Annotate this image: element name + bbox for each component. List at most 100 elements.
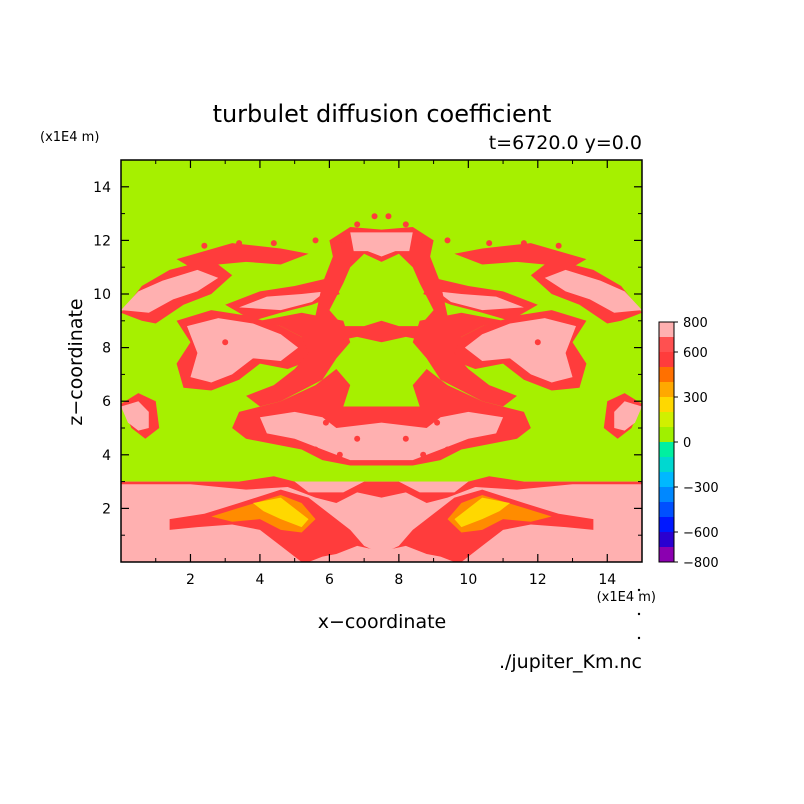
plot-frame — [120, 159, 643, 563]
x-tick-label: 8 — [394, 572, 403, 588]
contour-speck — [201, 242, 208, 249]
colorbar-label: 300 — [683, 391, 708, 406]
x-tick-label: 14 — [598, 572, 616, 588]
contour-speck — [312, 446, 319, 453]
y-tick-label: 4 — [102, 448, 111, 464]
colorbar-label: 600 — [683, 346, 708, 361]
contour-speck — [385, 213, 392, 220]
x-axis-label: x−coordinate — [318, 611, 447, 633]
colorbar — [658, 321, 675, 563]
contour-speck — [520, 240, 527, 247]
source-label: ./jupiter_Km.nc — [499, 651, 642, 673]
colorbar-label: −600 — [683, 526, 719, 541]
colorbar-swatch — [659, 427, 674, 442]
contour-region-red-mirror — [454, 243, 587, 268]
colorbar-swatch — [659, 502, 674, 517]
x-unit-label: (x1E4 m) — [597, 590, 656, 605]
contour-speck — [336, 451, 343, 458]
contour-region-yellow — [252, 497, 309, 528]
colorbar-swatch — [659, 412, 674, 427]
colorbar-swatch — [659, 547, 674, 562]
contour-speck — [444, 237, 451, 244]
contour-region-pink — [121, 269, 219, 313]
y-tick-label: 14 — [93, 180, 111, 196]
contour-speck — [420, 451, 427, 458]
contour-speck — [236, 240, 243, 247]
contour-speck — [555, 242, 562, 249]
contour-region-pink — [186, 318, 299, 383]
contour-region-pink — [308, 545, 382, 562]
contour-speck — [434, 419, 441, 426]
x-tick-label: 4 — [255, 572, 264, 588]
colorbar-swatch — [659, 442, 674, 457]
contour-speck — [340, 237, 347, 244]
colorbar-label: 800 — [683, 316, 708, 331]
y-axis-label: z−coordinate — [65, 298, 87, 425]
contour-speck — [371, 213, 378, 220]
contour-region-yellow-mirror — [454, 497, 511, 528]
contour-speck — [486, 240, 493, 247]
contour-region-red-mirror — [381, 476, 642, 504]
colorbar-swatch — [659, 397, 674, 412]
contour-region-pink — [350, 232, 382, 257]
corner-marks — [637, 588, 641, 640]
contour-speck — [322, 419, 329, 426]
contour-region-red — [315, 227, 382, 343]
colorbar-swatch — [659, 352, 674, 367]
contour-region-pink — [259, 411, 382, 461]
y-tick-label: 2 — [102, 501, 111, 517]
contour-region-pink-mirror — [381, 545, 455, 562]
x-tick-label: 6 — [325, 572, 334, 588]
colorbar-swatch — [659, 517, 674, 532]
chart-title: turbulet diffusion coefficient — [213, 100, 552, 128]
contour-speck — [534, 339, 541, 346]
contour-speck — [270, 240, 277, 247]
contour-speck — [354, 221, 361, 228]
colorbar-swatch — [659, 472, 674, 487]
x-tick-label: 2 — [186, 572, 195, 588]
y-axis-ticks: 2 4 6 8 10 12 14 — [93, 180, 642, 536]
contour-region-pink-mirror — [614, 401, 642, 431]
chart-subtitle: t=6720.0 y=0.0 — [489, 132, 642, 154]
contour-region-pink-mirror — [464, 318, 577, 383]
colorbar-label: 0 — [683, 436, 691, 451]
x-tick-label: 10 — [459, 572, 477, 588]
contour-region-red — [121, 476, 382, 504]
contour-speck — [402, 221, 409, 228]
colorbar-label: −800 — [683, 556, 719, 571]
colorbar-swatch — [659, 382, 674, 397]
contour-regions — [121, 213, 642, 562]
contour-region-red-mirror — [412, 312, 517, 407]
contour-region-red — [246, 312, 351, 407]
plot-area — [121, 160, 642, 562]
contour-region-pink-mirror — [437, 291, 524, 311]
colorbar-labels: 800 600 300 0 −300 −600 −800 — [674, 316, 719, 571]
colorbar-swatch — [659, 367, 674, 382]
contour-region-pink — [239, 291, 326, 311]
contour-region-pink — [121, 401, 149, 431]
contour-speck — [444, 446, 451, 453]
colorbar-swatch — [659, 322, 674, 337]
contour-region-pink-mirror — [381, 232, 413, 257]
contour-region-pink-mirror — [381, 411, 504, 461]
contour-region-red-mirror — [381, 227, 448, 343]
contour-speck — [416, 237, 423, 244]
contour-speck — [222, 339, 229, 346]
contour-speck — [402, 435, 409, 442]
colorbar-swatch — [659, 487, 674, 502]
contour-region-pink-mirror — [544, 269, 642, 313]
y-tick-label: 12 — [93, 233, 111, 249]
colorbar-swatch — [659, 337, 674, 352]
y-tick-label: 10 — [93, 287, 111, 303]
y-tick-label: 8 — [102, 341, 111, 357]
colorbar-swatch — [659, 457, 674, 472]
x-tick-label: 12 — [529, 572, 547, 588]
x-axis-ticks: 2 4 6 8 10 12 14 — [155, 160, 616, 588]
colorbar-swatch — [659, 532, 674, 547]
contour-speck — [312, 237, 319, 244]
colorbar-label: −300 — [683, 481, 719, 496]
y-tick-label: 6 — [102, 394, 111, 410]
y-unit-label: (x1E4 m) — [40, 130, 99, 145]
contour-region-red — [176, 243, 309, 268]
